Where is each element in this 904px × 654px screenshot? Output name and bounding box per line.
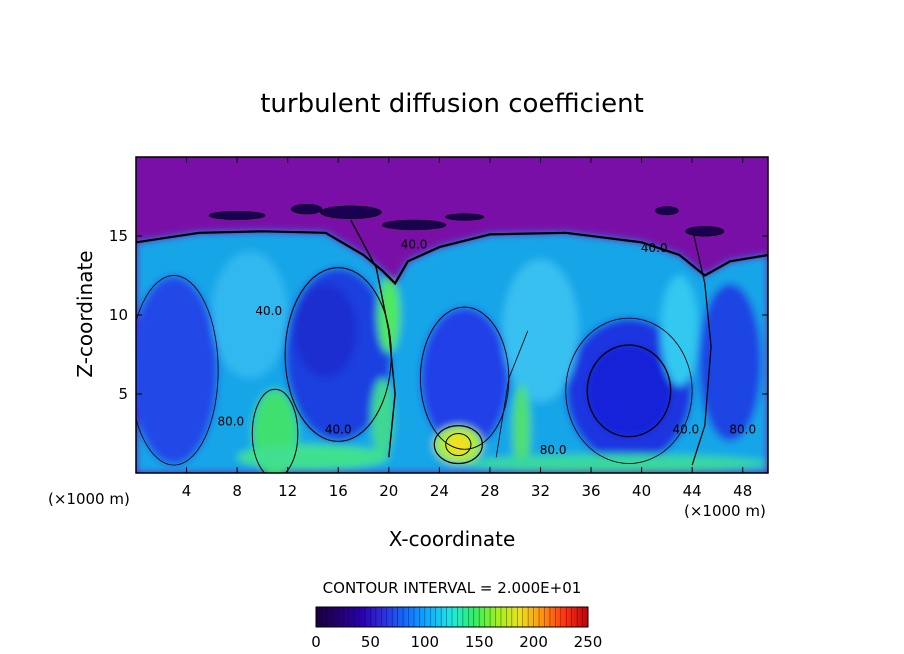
contour-top-boundary <box>136 230 768 286</box>
x-tick-label: 28 <box>480 482 499 500</box>
colorbar-tick-label: 200 <box>519 633 548 651</box>
cloud-fragment-5 <box>655 206 679 216</box>
contour-label-2: 40.0 <box>325 423 352 437</box>
right-edge-eddy <box>698 283 762 442</box>
cyan-band-left <box>211 251 288 379</box>
cloud-fragment-4 <box>445 213 485 221</box>
contour-label-0: 40.0 <box>255 304 282 318</box>
contour-center-column <box>495 330 529 458</box>
contour-updraft-left <box>251 388 299 473</box>
cloud-fragment-1 <box>291 203 323 215</box>
field-layer <box>136 231 768 473</box>
x-tick-label: 24 <box>430 482 449 500</box>
x-axis-label: X-coordinate <box>389 527 516 551</box>
contour-left-eddy <box>136 275 219 466</box>
contour-label-7: 80.0 <box>729 423 756 437</box>
x-tick-label: 36 <box>581 482 600 500</box>
x-tick-label: 48 <box>733 482 752 500</box>
x-axis: 4 8 12 16 20 24 28 32 36 40 44 48 <box>182 157 752 500</box>
updraft-right <box>512 384 531 473</box>
x-tick-label: 20 <box>379 482 398 500</box>
y-tick-label: 10 <box>109 306 128 324</box>
y-tick-label: 15 <box>109 227 128 245</box>
updraft-lower <box>371 378 394 458</box>
contour-right-downdraft <box>691 227 712 466</box>
x-tick-label: 4 <box>182 482 192 500</box>
colorbar-stripes <box>315 607 589 627</box>
chart-title: turbulent diffusion coefficient <box>260 89 644 119</box>
x-unit-right: (×1000 m) <box>684 502 766 520</box>
contour-layer <box>136 203 768 473</box>
y-axis-label: Z-coordinate <box>73 250 97 377</box>
right-eddy-inner <box>587 345 671 437</box>
contour-label-3: 80.0 <box>540 443 567 457</box>
contour-label-5: 40.0 <box>641 241 668 255</box>
contour-right-eddy <box>586 344 672 438</box>
contour-hot-spot <box>433 425 483 465</box>
contour-label-6: 40.0 <box>672 423 699 437</box>
colorbar-tick-label: 150 <box>465 633 494 651</box>
cloud-fragment-3 <box>382 219 447 231</box>
contour-label-4: 80.0 <box>217 415 244 429</box>
x-tick-label: 44 <box>683 482 702 500</box>
left-eddy-core <box>136 275 219 466</box>
colorbar-tick-label: 0 <box>311 633 321 651</box>
x-tick-label: 16 <box>329 482 348 500</box>
x-tick-label: 12 <box>278 482 297 500</box>
colorbar-tick-label: 50 <box>361 633 380 651</box>
center-eddy-core <box>420 307 509 450</box>
x-unit-left: (×1000 m) <box>48 490 130 508</box>
updraft-center <box>377 277 401 353</box>
hot-spot-core <box>445 433 471 456</box>
colorbar-tick-label: 100 <box>410 633 439 651</box>
contour-hot-spot-core <box>445 433 472 457</box>
colorbar: 0 50 100 150 200 250 <box>311 606 602 651</box>
surface-band-right <box>464 454 768 473</box>
contour-downdraft <box>350 219 396 458</box>
cyan-band-right <box>660 275 699 387</box>
x-tick-label: 32 <box>531 482 550 500</box>
contour-label-layer: 40.0 40.0 40.0 80.0 80.0 40.0 40.0 80.0 <box>217 238 756 457</box>
surface-band-left <box>237 444 389 470</box>
cloud-fragment-2 <box>320 205 382 220</box>
x-tick-label: 40 <box>632 482 651 500</box>
cyan-band-center <box>502 259 579 402</box>
cloud-fragment-0 <box>208 211 266 220</box>
contour-label-1: 40.0 <box>401 238 428 252</box>
plot-area: 40.040.040.080.080.040.040.0 80.0 4 8 12 16 2… <box>109 156 769 500</box>
colorbar-tick-label: 250 <box>574 633 603 651</box>
contour-right-eddy-outer <box>565 317 693 464</box>
colorbar-frame <box>315 606 589 628</box>
x-tick-label: 8 <box>232 482 242 500</box>
contour-interval-text: CONTOUR INTERVAL = 2.000E+01 <box>323 579 582 597</box>
heatmap-field: 40.0 40.0 40.0 80.0 80.0 40.0 40.0 80.0 <box>136 157 768 473</box>
colorbar-ticks: 0 50 100 150 200 250 <box>311 633 602 651</box>
y-axis: 5 10 15 <box>109 227 768 403</box>
y-tick-label: 5 <box>118 385 128 403</box>
mid-left-eddy-inner <box>294 283 358 379</box>
cloud-fragment-6 <box>685 226 725 237</box>
